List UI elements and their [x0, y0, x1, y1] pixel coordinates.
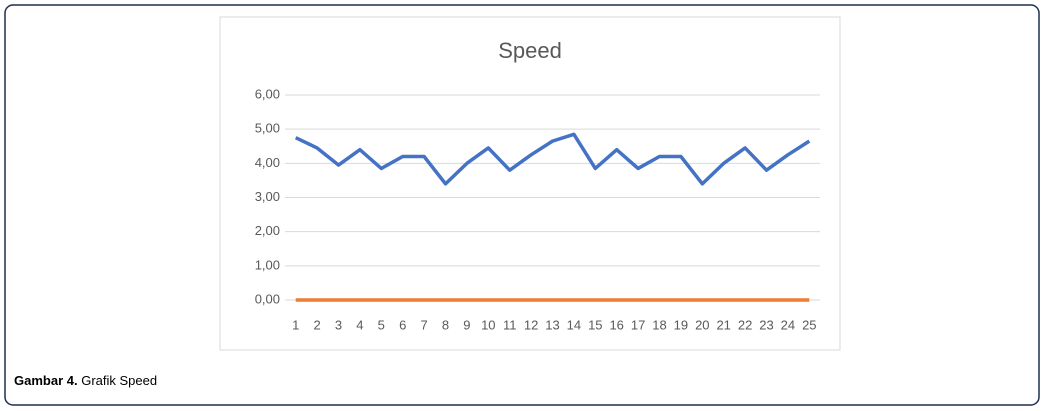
x-tick-label: 21: [716, 317, 730, 332]
x-tick-label: 25: [802, 317, 816, 332]
x-tick-label: 10: [481, 317, 495, 332]
x-tick-label: 20: [695, 317, 709, 332]
y-tick-label: 6,00: [255, 86, 280, 101]
x-tick-label: 8: [442, 317, 449, 332]
caption-text: Grafik Speed: [81, 373, 157, 388]
y-tick-label: 2,00: [255, 223, 280, 238]
x-tick-label: 18: [652, 317, 666, 332]
x-tick-label: 4: [356, 317, 363, 332]
x-tick-label: 14: [567, 317, 581, 332]
x-tick-label: 7: [420, 317, 427, 332]
caption-label: Gambar 4.: [14, 373, 78, 388]
x-tick-label: 13: [545, 317, 559, 332]
y-tick-label: 0,00: [255, 291, 280, 306]
x-tick-label: 9: [463, 317, 470, 332]
y-tick-label: 5,00: [255, 121, 280, 136]
x-tick-label: 3: [335, 317, 342, 332]
y-tick-label: 3,00: [255, 189, 280, 204]
x-tick-label: 17: [631, 317, 645, 332]
y-tick-label: 4,00: [255, 155, 280, 170]
chart-frame: [219, 16, 841, 351]
x-tick-label: 1: [292, 317, 299, 332]
x-tick-label: 15: [588, 317, 602, 332]
x-tick-label: 12: [524, 317, 538, 332]
x-tick-label: 23: [759, 317, 773, 332]
x-tick-label: 2: [313, 317, 320, 332]
x-tick-label: 24: [781, 317, 795, 332]
chart-title: Speed: [498, 38, 562, 63]
x-tick-label: 16: [609, 317, 623, 332]
y-tick-label: 1,00: [255, 257, 280, 272]
series-line: [294, 132, 811, 186]
caption: Gambar 4. Grafik Speed: [14, 373, 157, 388]
x-tick-label: 19: [674, 317, 688, 332]
x-tick-label: 22: [738, 317, 752, 332]
x-tick-label: 6: [399, 317, 406, 332]
x-tick-label: 5: [378, 317, 385, 332]
x-tick-label: 11: [503, 317, 517, 332]
